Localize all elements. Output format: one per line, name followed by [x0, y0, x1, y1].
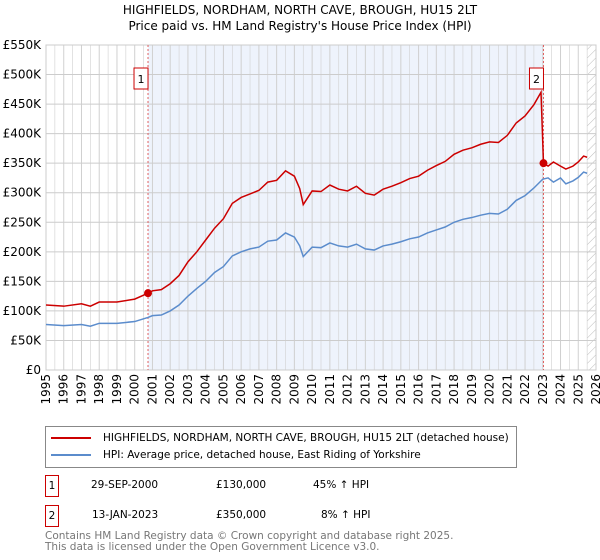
legend: HIGHFIELDS, NORDHAM, NORTH CAVE, BROUGH,…	[45, 426, 517, 468]
x-tick-label: 2026	[589, 374, 600, 405]
sale-point	[144, 289, 153, 298]
legend-item-hpi: HPI: Average price, detached house, East…	[51, 447, 421, 463]
sale-marker-box	[528, 67, 544, 90]
x-tick-label: 2001	[145, 374, 159, 405]
x-tick-label: 2000	[128, 374, 142, 405]
shaded-ownership-period	[148, 45, 544, 370]
x-tick-label: 2016	[412, 374, 426, 405]
x-tick-label: 2008	[270, 374, 284, 405]
y-tick-label: £300K	[3, 186, 43, 200]
legend-item-property: HIGHFIELDS, NORDHAM, NORTH CAVE, BROUGH,…	[51, 430, 509, 446]
sale-point	[539, 159, 548, 168]
chart-subtitle: Price paid vs. HM Land Registry's House …	[128, 19, 472, 33]
sale-marker-box	[133, 67, 149, 90]
series-line	[45, 89, 588, 307]
x-tick-label: 2024	[554, 374, 568, 405]
y-tick-label: £50K	[10, 333, 42, 347]
x-tick-label: 2005	[216, 374, 230, 405]
y-tick-label: £0	[26, 363, 41, 377]
sale-row: 1 29-SEP-2000 £130,000 45% ↑ HPI	[45, 475, 600, 497]
x-tick-label: 1997	[74, 374, 88, 405]
y-tick-label: £450K	[3, 97, 43, 111]
x-tick-label: 1995	[39, 374, 53, 405]
x-tick-label: 1996	[57, 374, 71, 405]
price-chart: £0 £50K £100K £150K £200K £250K £300K £350K £400…	[3, 38, 600, 405]
x-tick-label: 2023	[536, 374, 550, 405]
y-tick-label: £100K	[3, 304, 43, 318]
y-tick-label: £150K	[3, 274, 43, 288]
x-tick-label: 2020	[483, 374, 497, 405]
sale-hpi-diff: 45% ↑ HPI	[313, 479, 370, 491]
y-tick-label: £250K	[3, 215, 43, 229]
x-tick-label: 2006	[234, 374, 248, 405]
x-tick-label: 2019	[465, 374, 479, 405]
x-tick-label: 2011	[323, 374, 337, 405]
x-tick-label: 2018	[447, 374, 461, 405]
sale-date: 13-JAN-2023	[92, 509, 159, 521]
x-tick-label: 2017	[429, 374, 443, 405]
sale-hpi-diff: 8% ↑ HPI	[321, 509, 371, 521]
footer-copyright: Contains HM Land Registry data © Crown c…	[45, 530, 454, 542]
sale-marker-label: 1	[138, 73, 145, 86]
legend-label: HPI: Average price, detached house, East…	[103, 449, 421, 461]
x-tick-label: 2003	[181, 374, 195, 405]
footer-licence: This data is licensed under the Open Gov…	[45, 541, 380, 553]
sale-date: 29-SEP-2000	[91, 479, 159, 491]
x-tick-label: 1998	[92, 374, 106, 405]
y-tick-label: £350K	[3, 156, 43, 170]
sale-price: £130,000	[216, 479, 267, 491]
x-tick-label: 2015	[394, 374, 408, 405]
future-hatch	[587, 45, 596, 370]
x-tick-label: 2002	[163, 374, 177, 405]
x-tick-label: 2010	[305, 374, 319, 405]
x-tick-label: 2009	[287, 374, 301, 405]
legend-swatch-red	[51, 437, 91, 439]
plot-border	[45, 44, 597, 371]
x-tick-label: 2004	[199, 374, 213, 405]
x-tick-label: 1999	[110, 374, 124, 405]
sale-price: £350,000	[216, 509, 267, 521]
sale-marker-label: 2	[533, 73, 540, 86]
sale-number-badge: 2	[45, 505, 59, 527]
y-tick-label: £550K	[3, 38, 43, 52]
x-tick-label: 2022	[518, 374, 532, 405]
chart-title: HIGHFIELDS, NORDHAM, NORTH CAVE, BROUGH,…	[122, 3, 478, 17]
y-tick-label: £500K	[3, 68, 43, 82]
x-tick-label: 2013	[358, 374, 372, 405]
sale-row: 2 13-JAN-2023 £350,000 8% ↑ HPI	[45, 505, 600, 527]
x-tick-label: 2012	[341, 374, 355, 405]
footer: Contains HM Land Registry data © Crown c…	[45, 531, 453, 553]
legend-label: HIGHFIELDS, NORDHAM, NORTH CAVE, BROUGH,…	[103, 432, 509, 444]
y-tick-label: £400K	[3, 127, 43, 141]
series-line	[45, 171, 588, 328]
x-tick-label: 2025	[571, 374, 585, 405]
x-tick-label: 2014	[376, 374, 390, 405]
legend-swatch-blue	[51, 454, 91, 456]
x-tick-label: 2007	[252, 374, 266, 405]
y-tick-label: £200K	[3, 245, 43, 259]
sale-number-badge: 1	[45, 475, 59, 497]
x-tick-label: 2021	[500, 374, 514, 405]
